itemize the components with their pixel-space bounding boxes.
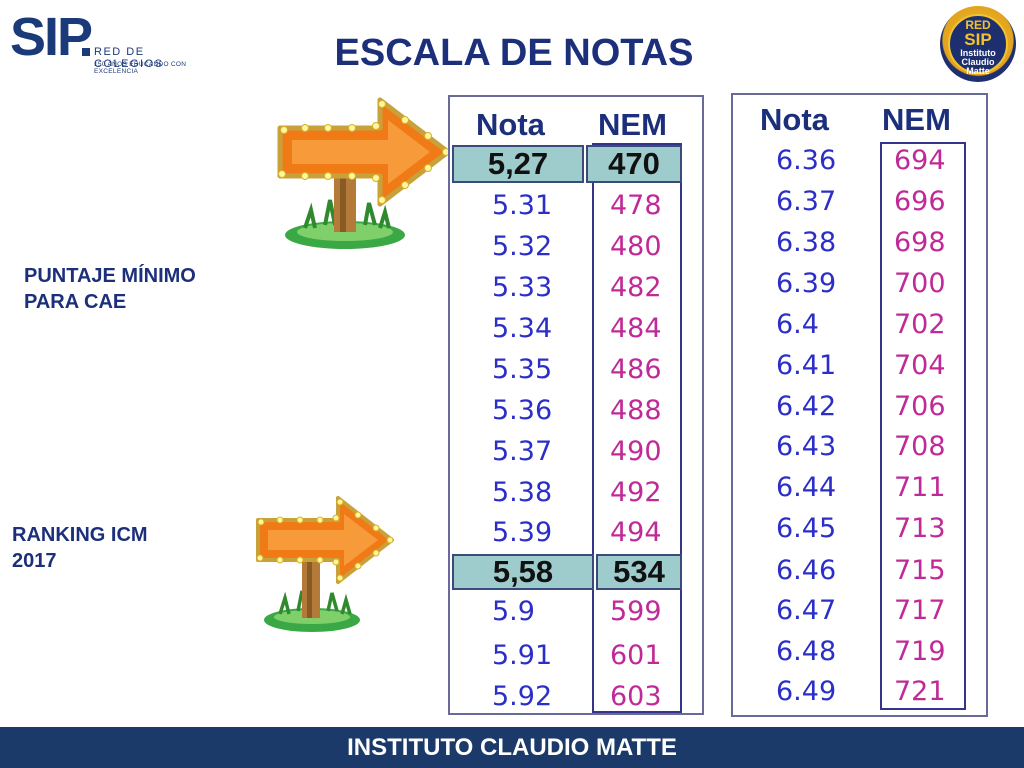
badge-line-3: Instituto (960, 48, 996, 58)
table-row-nem: 717 (894, 595, 946, 626)
table-row-nem: 482 (610, 272, 662, 303)
badge-line-4: Claudio (961, 57, 995, 67)
table-row-nota: 6.45 (776, 513, 837, 544)
footer-bar: INSTITUTO CLAUDIO MATTE (0, 727, 1024, 768)
table-row-nem: 700 (894, 268, 946, 299)
table-row-nota: 6.4 (776, 309, 819, 340)
logo-tagline: 150 AÑOS EDUCANDO CON EXCELENCIA (94, 61, 187, 75)
table-row-nota: 6.43 (776, 431, 837, 462)
table-row-nem: 713 (894, 513, 946, 544)
logo-dot (82, 48, 90, 56)
highlight-nota-ranking: 5,58 (452, 554, 594, 590)
table-row-nota: 6.38 (776, 227, 837, 258)
header-nota-right: Nota (760, 102, 829, 137)
table-row-nota: 6.36 (776, 145, 837, 176)
highlight-nem-ranking: 534 (596, 554, 682, 590)
table-row-nem: 484 (610, 313, 662, 344)
table-row-nota: 6.47 (776, 595, 837, 626)
table-row-nem: 696 (894, 186, 946, 217)
table-row-nem: 704 (894, 350, 946, 381)
table-row-nem: 601 (610, 640, 662, 671)
table-row-nota: 6.37 (776, 186, 837, 217)
header-nem-left: NEM (598, 107, 667, 142)
table-row-nem: 698 (894, 227, 946, 258)
table-row-nota: 5.33 (492, 272, 553, 303)
table-row-nem: 486 (610, 354, 662, 385)
table-row-nota: 6.49 (776, 676, 837, 707)
table-row-nota: 6.41 (776, 350, 837, 381)
table-row-nem: 492 (610, 477, 662, 508)
label-puntaje-line-1: PUNTAJE MÍNIMO (24, 265, 196, 287)
signpost-arrow-icon (277, 97, 451, 249)
table-row-nota: 5.35 (492, 354, 553, 385)
table-row-nota: 6.44 (776, 472, 837, 503)
table-row-nota: 5.32 (492, 231, 553, 262)
table-row-nota: 6.48 (776, 636, 837, 667)
table-row-nem: 603 (610, 681, 662, 712)
red-sip-badge: RED SIP Instituto Claudio Matte (940, 6, 1016, 82)
badge-line-2: SIP (964, 30, 992, 49)
table-row-nota: 6.46 (776, 555, 837, 586)
table-row-nem: 715 (894, 555, 946, 586)
label-puntaje-minimo: PUNTAJE MÍNIMO PARA CAE (24, 263, 196, 315)
table-row-nem: 478 (610, 190, 662, 221)
table-row-nem: 721 (894, 676, 946, 707)
highlight-nem-minimo: 470 (586, 145, 682, 183)
label-ranking-line-1: RANKING ICM (12, 524, 148, 546)
logo-subtitle: RED DE COLEGIOS (94, 46, 164, 70)
table-row-nota: 5.36 (492, 395, 553, 426)
nem-column-left (592, 143, 682, 713)
table-row-nem: 494 (610, 517, 662, 548)
table-row-nota: 5.91 (492, 640, 553, 671)
sip-logo: SIP RED DE COLEGIOS 150 AÑOS EDUCANDO CO… (10, 7, 210, 75)
table-row-nota: 5.39 (492, 517, 553, 548)
table-row-nem: 702 (894, 309, 946, 340)
badge-line-1: RED (965, 18, 991, 32)
table-row-nota: 5.92 (492, 681, 553, 712)
table-row-nem: 599 (610, 596, 662, 627)
table-row-nota: 5.37 (492, 436, 553, 467)
signpost-arrow-icon (256, 496, 394, 632)
table-row-nem: 490 (610, 436, 662, 467)
grade-table-right (731, 93, 988, 717)
table-row-nem: 708 (894, 431, 946, 462)
table-row-nota: 6.39 (776, 268, 837, 299)
table-row-nem: 711 (894, 472, 946, 503)
table-row-nem: 694 (894, 145, 946, 176)
header-nem-right: NEM (882, 102, 951, 137)
table-row-nota: 6.42 (776, 391, 837, 422)
table-row-nota: 5.38 (492, 477, 553, 508)
table-row-nem: 719 (894, 636, 946, 667)
table-row-nem: 488 (610, 395, 662, 426)
page-title: ESCALA DE NOTAS (334, 32, 694, 74)
badge-inner (948, 14, 1008, 74)
footer-text: INSTITUTO CLAUDIO MATTE (347, 734, 677, 761)
table-row-nota: 5.9 (492, 596, 535, 627)
table-row-nota: 5.31 (492, 190, 553, 221)
badge-line-5: Matte (966, 66, 990, 76)
nem-column-right (880, 142, 966, 710)
logo-mark: SIP (10, 7, 93, 67)
table-row-nem: 706 (894, 391, 946, 422)
table-row-nota: 5.34 (492, 313, 553, 344)
grade-table-left (448, 95, 704, 715)
header-nota-left: Nota (476, 107, 545, 142)
highlight-nota-minimo: 5,27 (452, 145, 584, 183)
label-puntaje-line-2: PARA CAE (24, 291, 127, 313)
label-ranking: RANKING ICM 2017 (12, 522, 148, 574)
label-ranking-line-2: 2017 (12, 550, 57, 572)
table-row-nem: 480 (610, 231, 662, 262)
